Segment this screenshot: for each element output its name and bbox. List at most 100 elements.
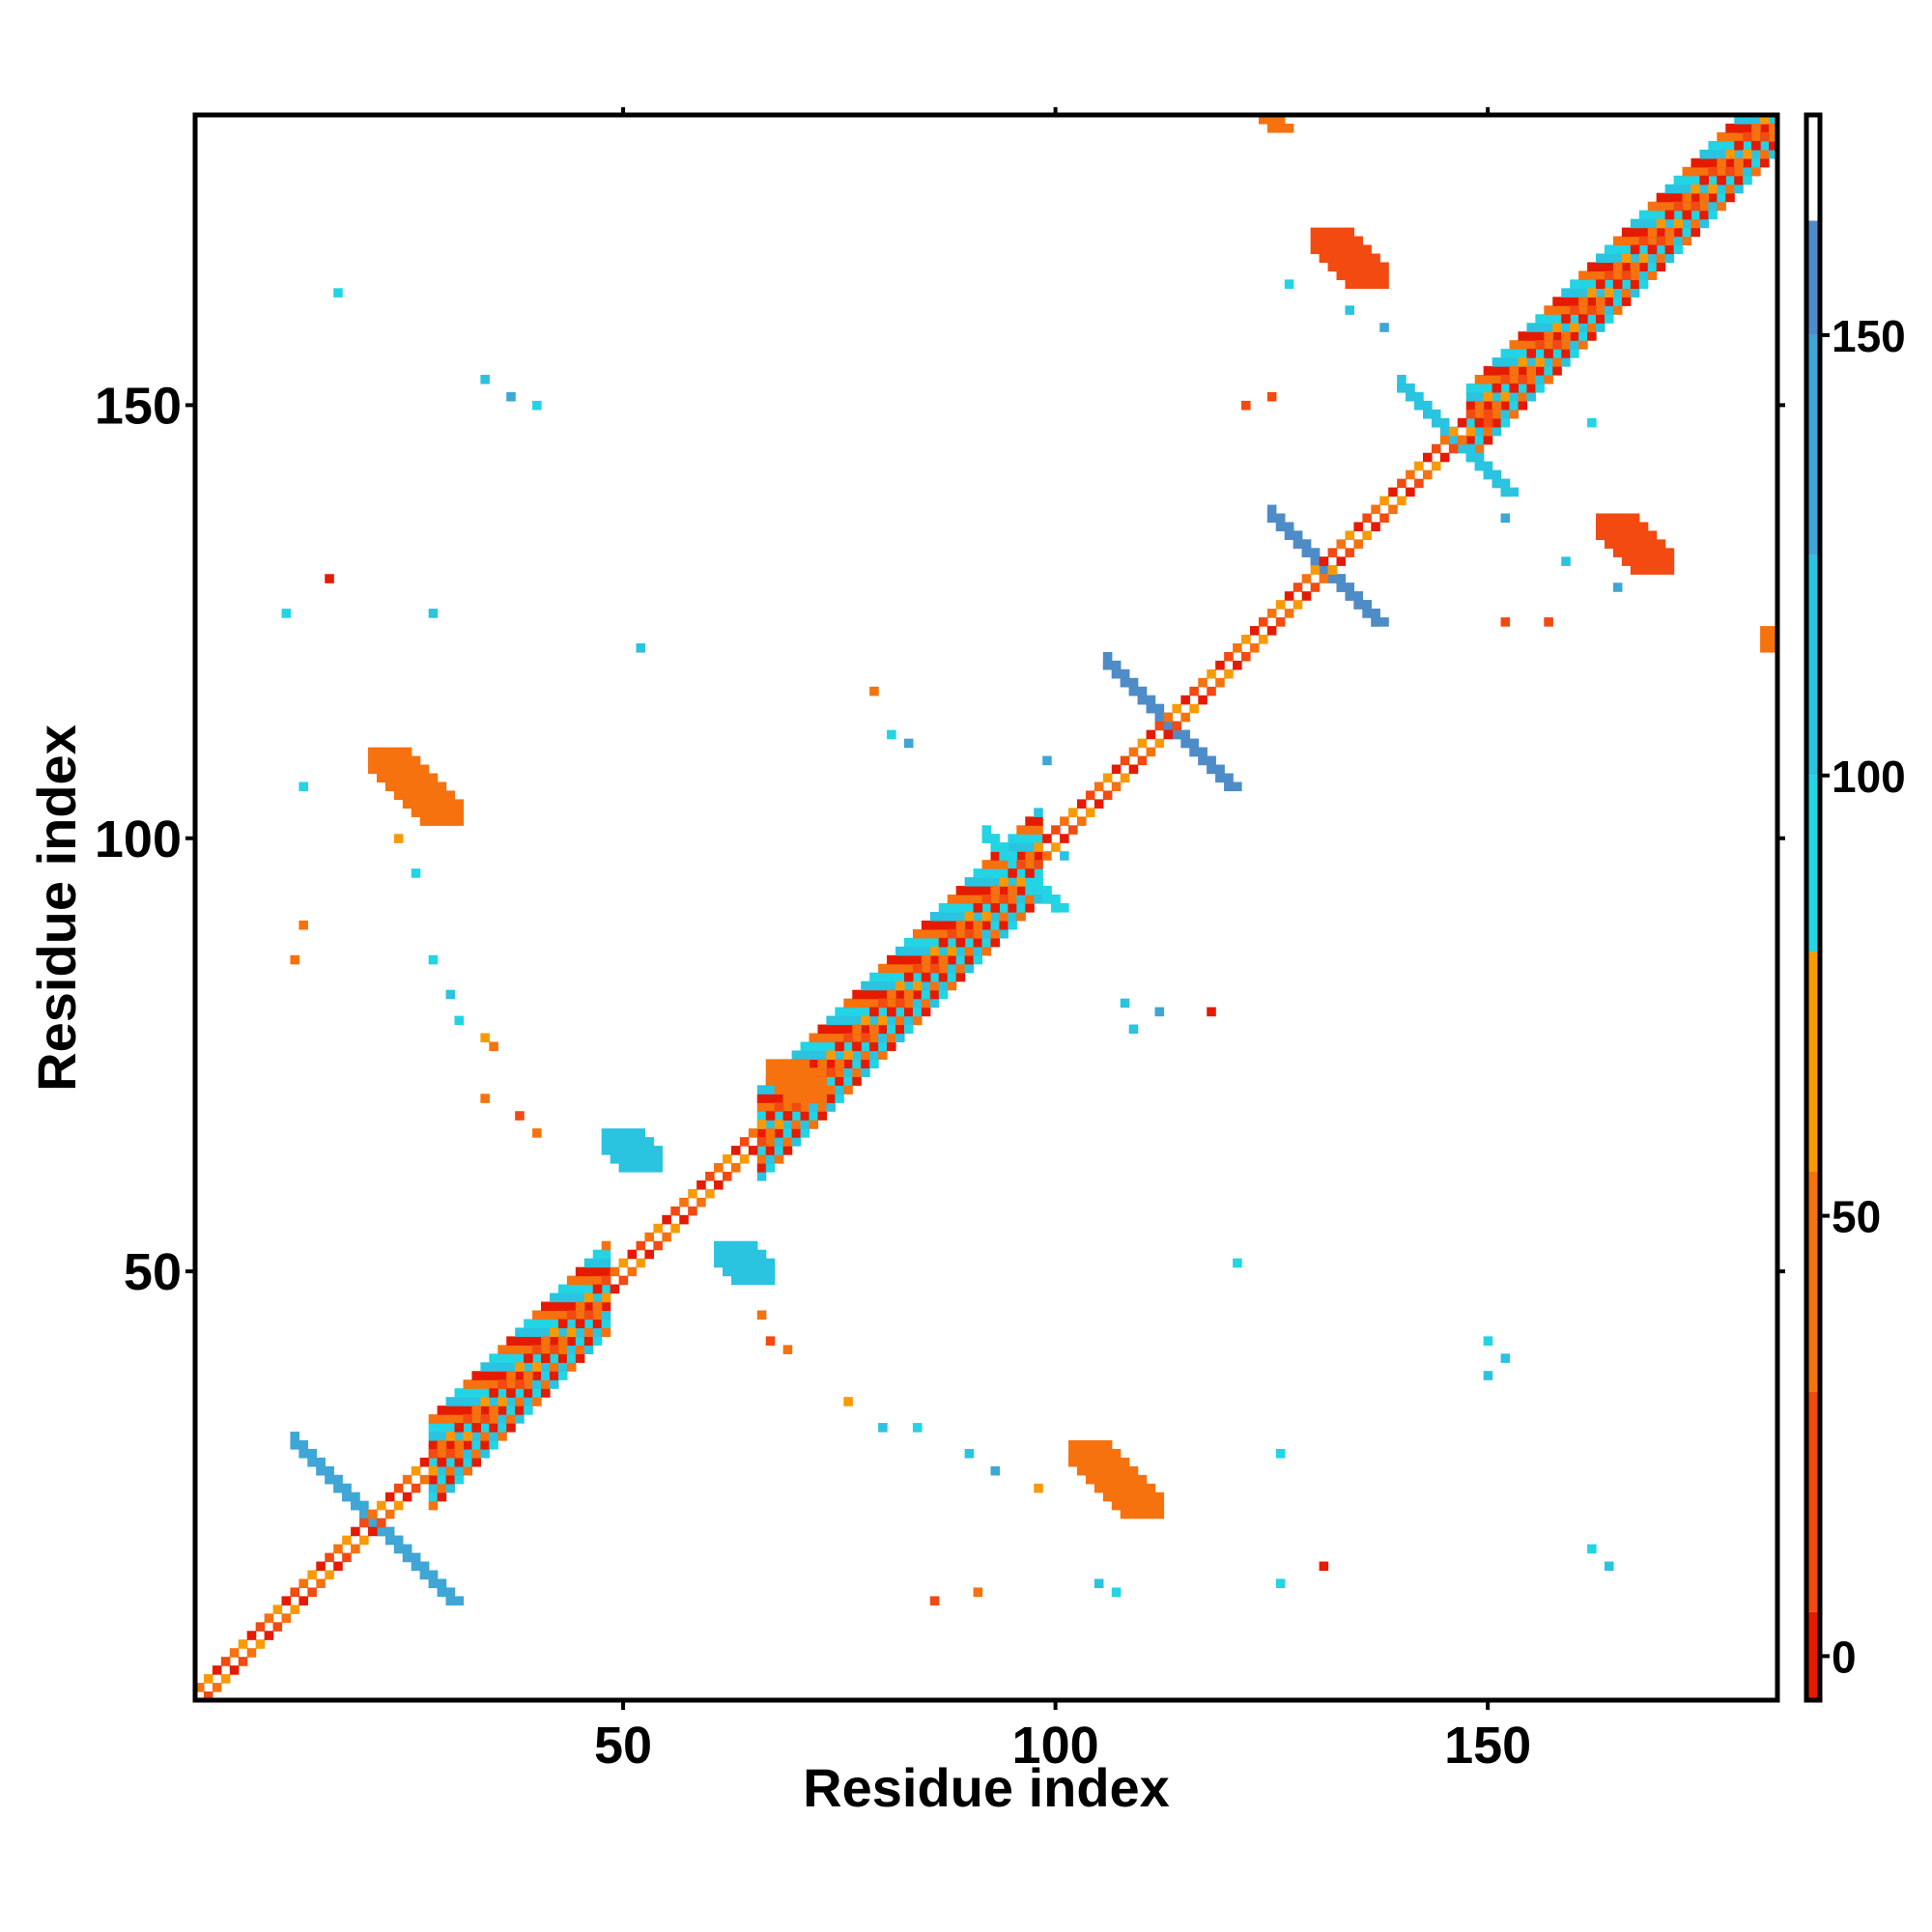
heatmap-cell bbox=[1008, 834, 1017, 843]
heatmap-cell bbox=[445, 790, 456, 801]
heatmap-cell bbox=[895, 980, 905, 991]
heatmap-cell bbox=[705, 1172, 715, 1181]
heatmap-cell bbox=[1085, 1448, 1095, 1459]
colorbar-segment bbox=[1806, 1172, 1820, 1392]
heatmap-cell bbox=[1439, 426, 1450, 437]
heatmap-cell bbox=[1690, 192, 1701, 203]
heatmap-cell bbox=[1656, 236, 1666, 246]
heatmap-cell bbox=[290, 1439, 300, 1450]
heatmap-cell bbox=[1128, 1509, 1139, 1520]
heatmap-cell bbox=[1275, 600, 1286, 610]
heatmap-cell bbox=[955, 895, 966, 904]
heatmap-cell bbox=[445, 1406, 456, 1415]
heatmap-cell bbox=[1241, 651, 1251, 662]
heatmap-cell bbox=[1379, 270, 1389, 280]
heatmap-cell bbox=[557, 1327, 568, 1337]
heatmap-cell bbox=[723, 1240, 732, 1251]
heatmap-cell bbox=[454, 1015, 465, 1026]
heatmap-cell bbox=[817, 1059, 828, 1068]
heatmap-cell bbox=[1215, 677, 1225, 688]
heatmap-cell bbox=[1085, 1439, 1095, 1450]
heatmap-cell bbox=[541, 1319, 551, 1329]
heatmap-cell bbox=[1085, 1474, 1095, 1485]
heatmap-cell bbox=[557, 1353, 568, 1363]
heatmap-cell bbox=[756, 1275, 767, 1286]
heatmap-cell bbox=[981, 903, 992, 913]
heatmap-cell bbox=[506, 1345, 516, 1354]
heatmap-cell bbox=[636, 1154, 646, 1164]
heatmap-cell bbox=[1717, 175, 1726, 185]
heatmap-cell bbox=[696, 1197, 706, 1208]
heatmap-cell bbox=[445, 1596, 456, 1605]
heatmap-cell bbox=[437, 1474, 447, 1485]
heatmap-cell bbox=[463, 1439, 473, 1450]
heatmap-cell bbox=[1345, 253, 1355, 264]
heatmap-cell bbox=[342, 1535, 352, 1546]
heatmap-cell bbox=[774, 1137, 784, 1147]
heatmap-cell bbox=[644, 1137, 654, 1147]
heatmap-cell bbox=[1431, 443, 1441, 454]
heatmap-cell bbox=[557, 1310, 568, 1321]
heatmap-cell bbox=[1612, 236, 1623, 246]
heatmap-cell bbox=[1630, 522, 1640, 532]
heatmap-cell bbox=[895, 989, 905, 1000]
heatmap-cell bbox=[1362, 609, 1372, 618]
heatmap-cell bbox=[782, 1146, 793, 1155]
heatmap-cell bbox=[437, 1465, 447, 1476]
heatmap-cell bbox=[583, 1275, 594, 1286]
heatmap-cell bbox=[1345, 582, 1355, 592]
heatmap-cell bbox=[428, 1423, 439, 1433]
heatmap-cell bbox=[1025, 816, 1035, 826]
heatmap-cell bbox=[497, 1362, 507, 1372]
heatmap-cell bbox=[1345, 244, 1355, 255]
heatmap-cell bbox=[921, 937, 931, 948]
heatmap-cell bbox=[316, 1465, 326, 1476]
heatmap-cell bbox=[1111, 1448, 1122, 1459]
heatmap-cell bbox=[1284, 591, 1294, 601]
heatmap-cell bbox=[1500, 478, 1511, 489]
heatmap-cell bbox=[1457, 417, 1467, 428]
heatmap-cell bbox=[999, 860, 1009, 869]
heatmap-cell bbox=[1319, 227, 1329, 238]
heatmap-cell bbox=[1526, 357, 1536, 367]
heatmap-cell bbox=[765, 1128, 776, 1138]
colorbar-frame bbox=[1804, 112, 1823, 1703]
heatmap-cell bbox=[419, 1457, 430, 1467]
heatmap-cell bbox=[1518, 400, 1528, 411]
heatmap-cell bbox=[921, 1007, 931, 1017]
heatmap-cell bbox=[1414, 400, 1424, 411]
heatmap-cell bbox=[981, 928, 992, 939]
heatmap-cell bbox=[1310, 244, 1321, 255]
heatmap-cell bbox=[1708, 149, 1718, 159]
heatmap-cell bbox=[955, 972, 966, 982]
heatmap-cell bbox=[895, 946, 905, 956]
heatmap-cell bbox=[1353, 522, 1363, 532]
heatmap-cell bbox=[739, 1154, 750, 1164]
heatmap-cell bbox=[1128, 747, 1139, 757]
heatmap-cell bbox=[1751, 140, 1761, 151]
heatmap-cell bbox=[809, 1041, 819, 1052]
heatmap-cell bbox=[1094, 1439, 1104, 1450]
heatmap-cell bbox=[817, 1085, 828, 1094]
heatmap-cell bbox=[1241, 635, 1251, 644]
heatmap-cell bbox=[463, 1457, 473, 1467]
heatmap-cell bbox=[1500, 357, 1511, 367]
heatmap-cell bbox=[1621, 530, 1632, 540]
heatmap-cell bbox=[912, 972, 923, 982]
heatmap-cell bbox=[1526, 349, 1536, 358]
heatmap-cell bbox=[817, 1033, 828, 1043]
heatmap-cell bbox=[1146, 1492, 1156, 1502]
heatmap-cell bbox=[714, 1163, 724, 1173]
heatmap-cell bbox=[557, 1362, 568, 1372]
heatmap-cell bbox=[1008, 842, 1017, 852]
heatmap-cell bbox=[1604, 1561, 1614, 1572]
heatmap-cell bbox=[1448, 435, 1459, 445]
heatmap-cell bbox=[463, 1406, 473, 1415]
heatmap-cell bbox=[929, 1596, 940, 1605]
heatmap-cell bbox=[1016, 834, 1026, 843]
heatmap-cell bbox=[454, 1474, 465, 1485]
heatmap-cell bbox=[1621, 548, 1632, 557]
heatmap-cell bbox=[1612, 539, 1623, 549]
heatmap-cell bbox=[549, 1362, 559, 1372]
